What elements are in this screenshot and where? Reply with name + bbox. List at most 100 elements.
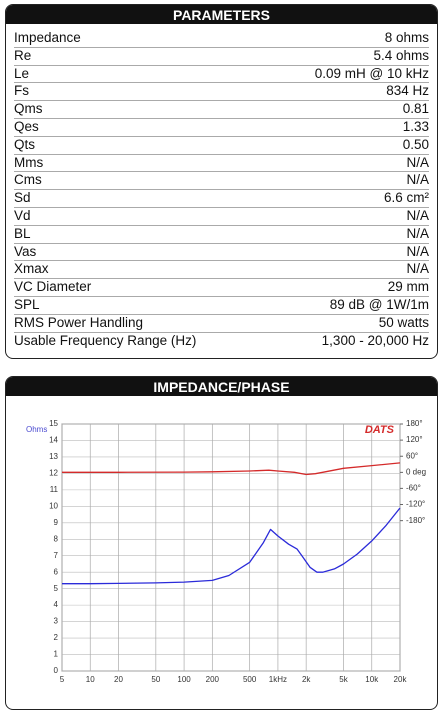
x-tick-label: 500 xyxy=(243,675,257,684)
y-tick-label: 3 xyxy=(54,617,59,626)
x-tick-label: 1kHz xyxy=(269,675,287,684)
parameter-label: Vd xyxy=(14,208,31,223)
y2-tick-label: 120° xyxy=(406,435,423,444)
parameter-value: 0.09 mH @ 10 kHz xyxy=(314,65,429,81)
parameter-row: Qts 0.50 xyxy=(14,136,429,155)
parameter-label: Impedance xyxy=(14,30,81,45)
x-tick-label: 50 xyxy=(151,675,160,684)
parameter-row: RMS Power Handling 50 watts xyxy=(14,314,429,333)
y-tick-label: 11 xyxy=(50,485,59,494)
parameter-value: 1.33 xyxy=(402,119,429,134)
plot-area xyxy=(61,423,401,672)
y-tick-label: 14 xyxy=(49,436,58,445)
y-tick-label: 12 xyxy=(49,469,58,478)
parameter-value: 0.81 xyxy=(402,101,429,117)
parameter-label: Cms xyxy=(14,172,42,188)
parameter-value: N/A xyxy=(406,208,429,223)
parameter-row: Re 5.4 ohms xyxy=(14,47,429,66)
parameter-row: Vd N/A xyxy=(14,207,429,226)
x-tick-label: 10 xyxy=(86,675,95,684)
parameter-row: Cms N/A xyxy=(14,171,429,191)
parameter-value: 6.6 cm² xyxy=(383,190,429,206)
y2-tick-label: 180° xyxy=(406,419,423,428)
y-tick-label: 9 xyxy=(54,518,59,527)
parameter-label: Qes xyxy=(14,119,39,134)
parameter-value: 834 Hz xyxy=(386,83,429,99)
x-tick-label: 2k xyxy=(302,675,311,684)
y-tick-label: 7 xyxy=(54,551,59,560)
y2-tick-label: 0 deg xyxy=(406,467,426,476)
x-tick-label: 10k xyxy=(365,675,379,684)
panel-header: IMPEDANCE/PHASE xyxy=(6,377,437,396)
parameter-value: N/A xyxy=(406,225,429,241)
parameter-value: 0.50 xyxy=(402,136,429,152)
parameter-value: 1,300 - 20,000 Hz xyxy=(321,332,429,348)
parameter-value: 29 mm xyxy=(387,279,429,295)
parameter-label: VC Diameter xyxy=(14,279,92,295)
parameter-row: Qes 1.33 xyxy=(14,118,429,137)
parameter-value: N/A xyxy=(406,261,429,277)
parameter-label: Usable Frequency Range (Hz) xyxy=(14,332,197,348)
x-tick-label: 20 xyxy=(114,675,123,684)
parameter-label: BL xyxy=(14,225,31,241)
y-tick-label: 0 xyxy=(54,666,59,675)
parameter-value: 5.4 ohms xyxy=(373,47,429,63)
parameter-value: 8 ohms xyxy=(384,30,429,45)
parameter-label: Sd xyxy=(14,190,31,206)
y2-tick-label: 60° xyxy=(406,451,418,460)
y-tick-label: 10 xyxy=(49,501,58,510)
parameter-value: 89 dB @ 1W/1m xyxy=(329,297,429,312)
y2-tick-label: -120° xyxy=(406,500,425,509)
chart-panel: IMPEDANCE/PHASE 0 1 2 3 4 5 6 7 8 9 10 11 12 13 14 15 5 1… xyxy=(5,376,438,710)
parameter-row: VC Diameter 29 mm xyxy=(14,278,429,297)
x-tick-label: 5 xyxy=(60,675,65,684)
x-tick-label: 5k xyxy=(339,675,348,684)
panel-header: PARAMETERS xyxy=(6,5,437,24)
parameter-row: Xmax N/A xyxy=(14,260,429,280)
parameter-row: Fs 834 Hz xyxy=(14,82,429,102)
y-tick-label: 1 xyxy=(54,650,59,659)
parameter-label: SPL xyxy=(14,297,40,312)
parameter-value: N/A xyxy=(406,154,429,170)
parameter-row: Mms N/A xyxy=(14,154,429,173)
y-tick-label: 4 xyxy=(54,600,59,609)
parameter-label: Re xyxy=(14,47,32,63)
parameter-value: 50 watts xyxy=(378,314,429,330)
y-axis-label: Ohms xyxy=(26,425,47,434)
logo: DATS xyxy=(365,424,395,436)
data-line xyxy=(62,507,401,585)
parameters-panel: PARAMETERS Impedance 8 ohms Re 5.4 ohms Le 0.… xyxy=(5,4,438,359)
x-tick-label: 200 xyxy=(206,675,220,684)
parameter-value: N/A xyxy=(406,243,429,259)
parameter-label: Fs xyxy=(14,83,29,99)
parameter-value: N/A xyxy=(406,172,429,188)
parameter-label: Xmax xyxy=(14,261,49,277)
parameter-label: RMS Power Handling xyxy=(14,314,144,330)
y-tick-label: 8 xyxy=(54,534,59,543)
y-tick-label: 6 xyxy=(54,567,59,576)
y2-tick-label: -60° xyxy=(406,484,421,493)
y-tick-label: 13 xyxy=(49,452,58,461)
parameter-row: SPL 89 dB @ 1W/1m xyxy=(14,296,429,315)
parameter-row: Impedance 8 ohms xyxy=(14,29,429,48)
parameter-label: Qms xyxy=(14,101,43,117)
parameter-row: Le 0.09 mH @ 10 kHz xyxy=(14,65,429,84)
parameter-row: Usable Frequency Range (Hz) 1,300 - 20,00… xyxy=(14,332,429,350)
x-tick-label: 100 xyxy=(177,675,191,684)
y-tick-label: 2 xyxy=(54,633,59,642)
data-line xyxy=(62,462,401,476)
parameter-label: Qts xyxy=(14,136,36,152)
parameter-row: BL N/A xyxy=(14,225,429,244)
parameter-row: Sd 6.6 cm² xyxy=(14,189,429,208)
y-tick-label: 5 xyxy=(54,584,59,593)
parameter-label: Mms xyxy=(14,154,44,170)
y2-tick-label: -180° xyxy=(406,516,425,525)
parameter-label: Le xyxy=(14,65,30,81)
parameter-row: Vas N/A xyxy=(14,243,429,262)
parameter-label: Vas xyxy=(14,243,37,259)
parameter-row: Qms 0.81 xyxy=(14,100,429,119)
x-tick-label: 20k xyxy=(394,675,408,684)
y-tick-label: 15 xyxy=(49,419,58,428)
